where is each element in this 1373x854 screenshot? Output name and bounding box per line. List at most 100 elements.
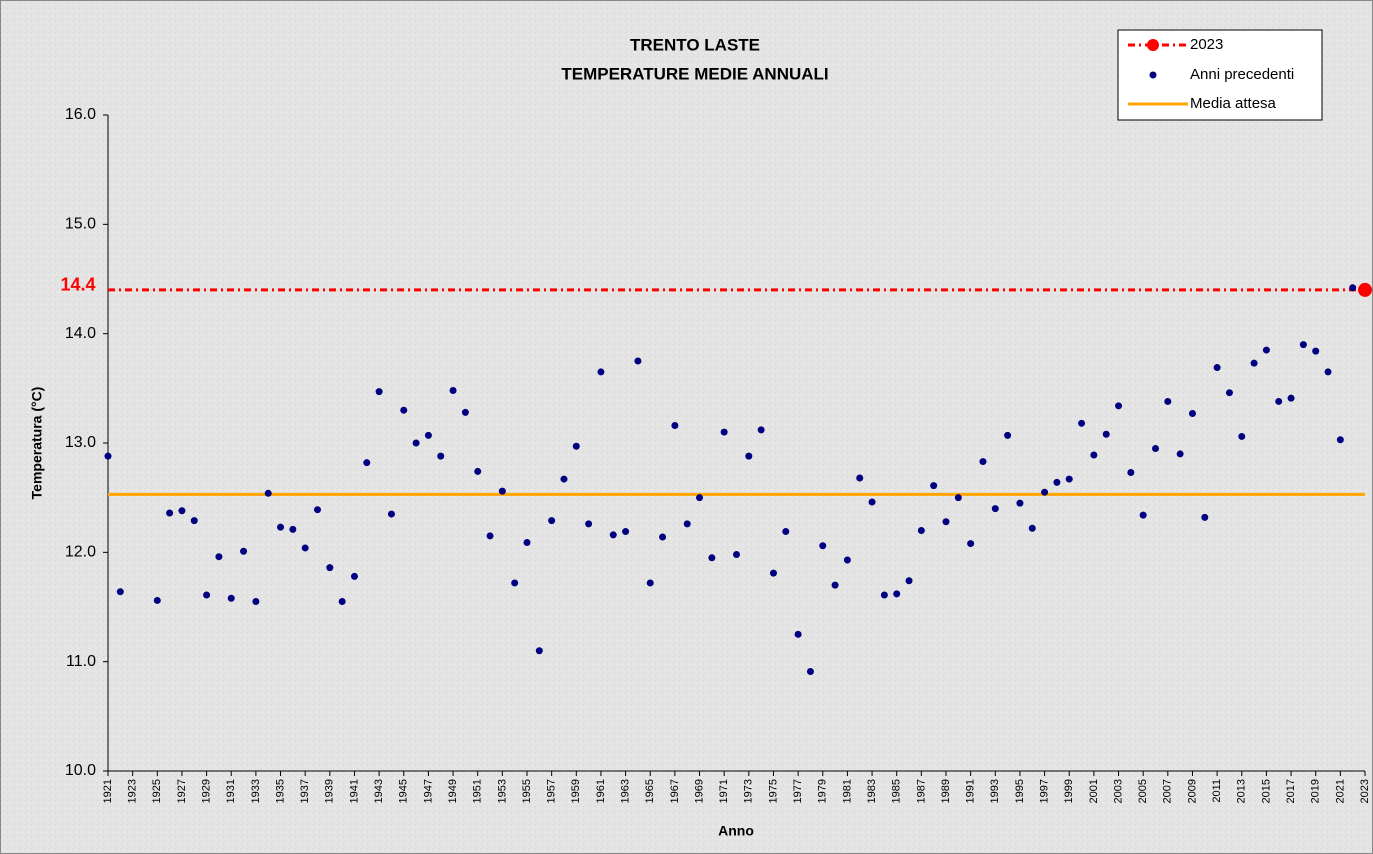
x-tick-label: 1921 [102, 779, 114, 803]
data-point [301, 544, 309, 552]
x-tick-label: 1999 [1063, 779, 1075, 803]
data-point [1078, 419, 1086, 427]
data-point [720, 428, 728, 436]
data-point [104, 452, 112, 460]
data-point [769, 569, 777, 577]
x-tick-label: 1961 [595, 779, 607, 803]
x-tick-label: 1953 [496, 779, 508, 803]
x-tick-label: 1939 [324, 779, 336, 803]
x-tick-label: 1923 [127, 779, 139, 803]
data-point [1152, 444, 1159, 452]
y-tick-label: 12.0 [65, 544, 96, 561]
data-point [967, 540, 975, 548]
x-tick-label: 1951 [472, 779, 484, 803]
x-tick-label: 1981 [841, 779, 853, 803]
data-point [733, 551, 740, 559]
data-point [215, 553, 223, 561]
data-point [560, 475, 568, 483]
data-point [449, 387, 457, 395]
data-point [363, 459, 371, 467]
legend-label: Media attesa [1190, 95, 1277, 112]
x-tick-label: 1943 [373, 779, 385, 803]
x-tick-label: 2013 [1236, 779, 1248, 803]
data-point [1115, 402, 1123, 410]
x-tick-label: 1987 [915, 779, 927, 803]
data-point [942, 518, 950, 526]
data-point [1065, 475, 1073, 483]
data-point [893, 590, 901, 598]
x-tick-label: 1995 [1014, 779, 1026, 803]
data-point [1053, 478, 1061, 486]
x-tick-label: 2023 [1359, 779, 1371, 803]
data-point [794, 630, 802, 638]
data-point [338, 598, 346, 606]
data-point [437, 452, 445, 460]
x-tick-label: 2001 [1088, 779, 1100, 803]
x-tick-label: 1973 [743, 779, 755, 803]
data-point [954, 494, 962, 502]
x-tick-label: 1927 [176, 779, 188, 803]
data-point [523, 538, 531, 546]
x-tick-label: 1949 [447, 779, 459, 803]
data-point [634, 357, 642, 365]
x-tick-label: 1933 [250, 779, 262, 803]
data-point [819, 542, 827, 550]
data-point [597, 368, 605, 376]
data-point [412, 439, 420, 447]
x-tick-label: 1977 [792, 779, 804, 803]
x-tick-label: 1929 [200, 779, 212, 803]
data-point [1176, 450, 1184, 458]
data-point [326, 564, 334, 572]
data-point [240, 547, 248, 555]
chart-title: TRENTO LASTE [630, 35, 760, 54]
data-point [757, 426, 765, 434]
legend-label: Anni precedenti [1190, 66, 1294, 83]
data-point [1349, 284, 1357, 292]
x-tick-label: 1969 [693, 779, 705, 803]
data-point [683, 520, 691, 528]
data-point [1041, 488, 1049, 496]
highlight-point [1358, 282, 1372, 297]
y-tick-label: 14.0 [65, 325, 96, 342]
data-point [474, 467, 482, 475]
y-tick-label: 16.0 [65, 106, 96, 123]
data-point [930, 482, 938, 490]
y-axis-label: Temperatura (°C) [29, 387, 45, 500]
data-point [622, 528, 630, 536]
data-point [375, 388, 383, 396]
data-point [314, 506, 321, 514]
data-point [708, 554, 716, 562]
x-tick-label: 1965 [644, 779, 656, 803]
x-tick-label: 1997 [1038, 779, 1050, 803]
data-point [486, 532, 494, 540]
data-point [696, 494, 704, 502]
x-tick-label: 2009 [1186, 779, 1198, 803]
x-tick-label: 1937 [299, 779, 311, 803]
y-tick-label: 15.0 [65, 216, 96, 233]
data-point [585, 520, 593, 528]
data-point [498, 487, 506, 495]
x-tick-label: 1985 [891, 779, 903, 803]
x-tick-label: 2015 [1260, 779, 1272, 803]
legend-swatch [1147, 39, 1159, 51]
x-tick-label: 2017 [1285, 779, 1297, 803]
data-point [1213, 364, 1221, 372]
data-point [905, 577, 913, 585]
x-axis-label: Anno [718, 823, 754, 839]
data-point [277, 523, 285, 531]
x-tick-label: 2021 [1334, 779, 1346, 803]
data-point [1275, 397, 1283, 405]
data-point [1287, 394, 1295, 402]
data-point [548, 517, 556, 525]
data-point [1028, 524, 1036, 532]
x-tick-label: 1991 [965, 779, 977, 803]
x-tick-label: 2007 [1162, 779, 1174, 803]
data-point [1225, 389, 1233, 397]
x-tick-label: 1993 [989, 779, 1001, 803]
data-point [609, 531, 617, 539]
data-point [387, 510, 395, 518]
data-point [1004, 431, 1012, 439]
x-tick-label: 1983 [866, 779, 878, 803]
data-point [991, 505, 999, 513]
